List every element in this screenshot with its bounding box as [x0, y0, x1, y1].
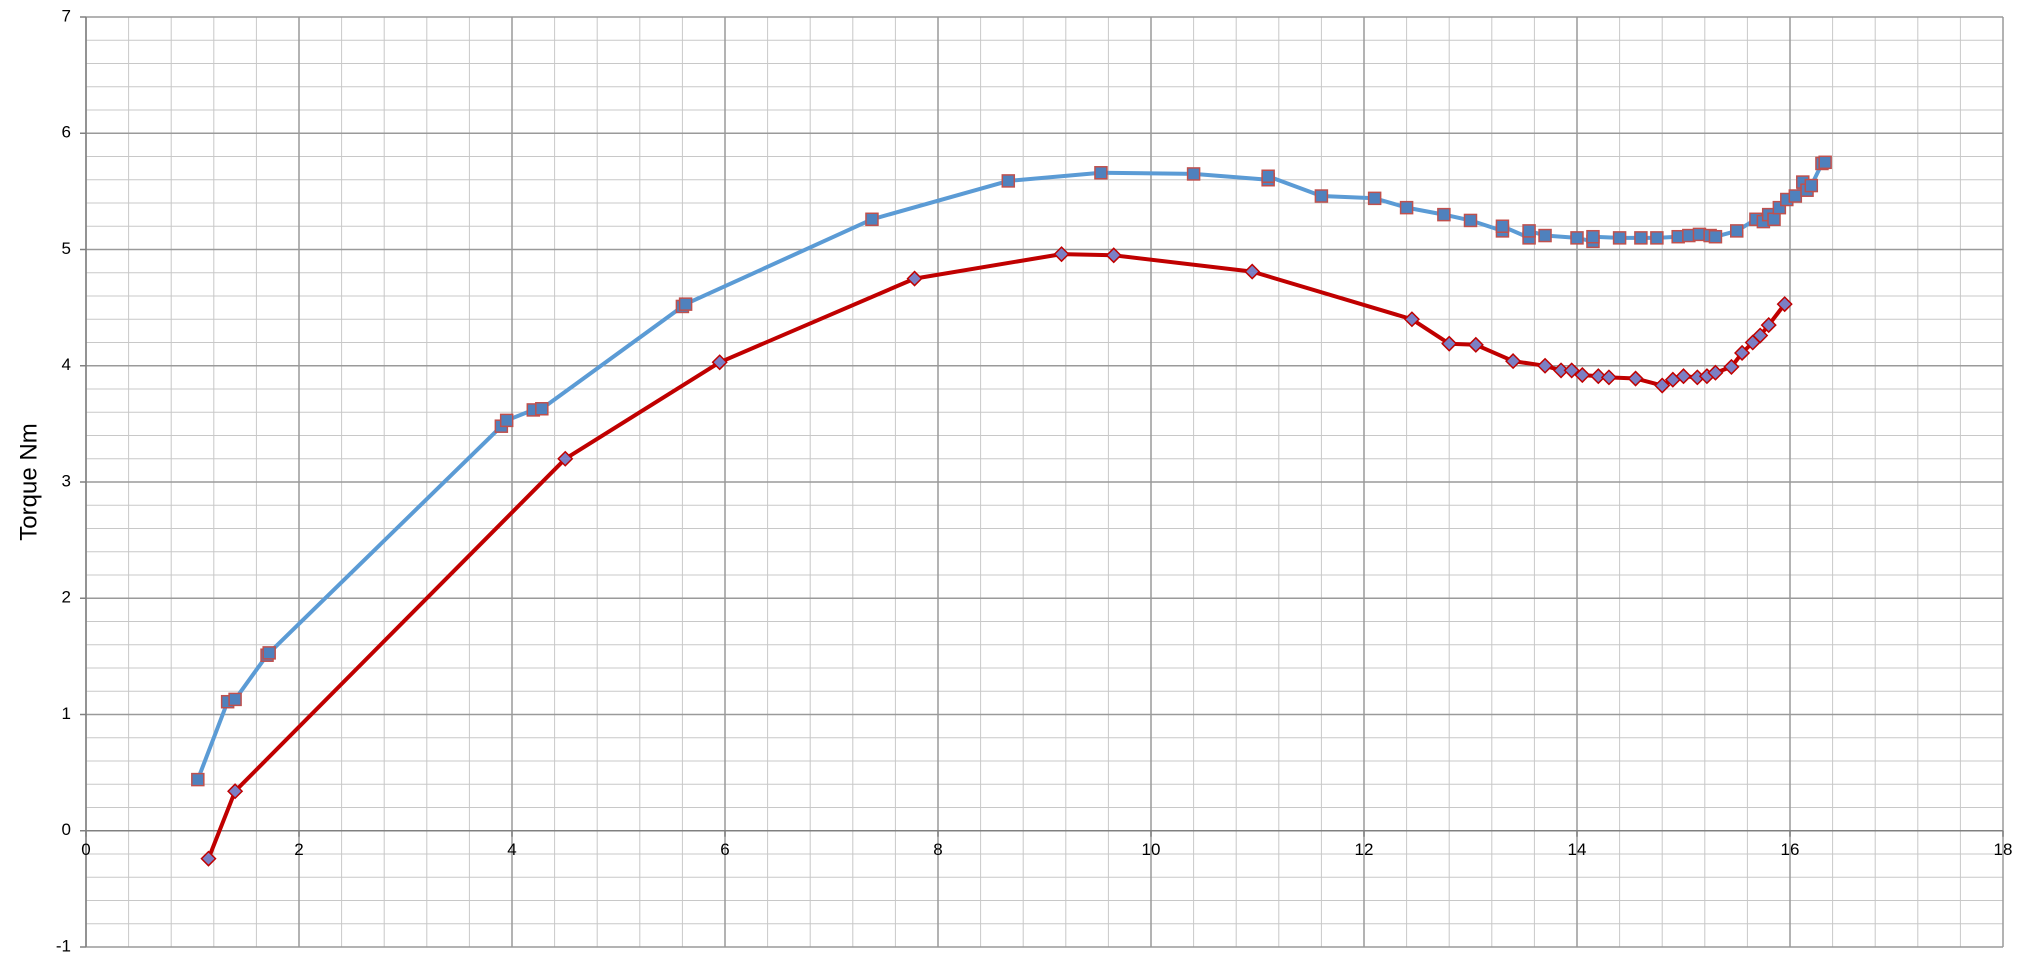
series-1-point [1522, 224, 1536, 238]
series-1-point [1001, 174, 1016, 188]
series-1-point [228, 692, 242, 707]
x-tick-label: 10 [1142, 840, 1161, 859]
major-grid [85, 16, 2004, 948]
x-tick-label: 16 [1781, 840, 1800, 859]
series-2-point [1590, 368, 1607, 385]
series-1 [191, 155, 1832, 787]
y-tick-label: 4 [62, 355, 71, 374]
x-tick-label: 18 [1994, 840, 2013, 859]
x-tick-label: 2 [294, 840, 303, 859]
y-tick-label: 3 [62, 471, 71, 490]
series-2-point [557, 450, 574, 467]
series-2-point [1441, 335, 1458, 352]
series-2-point [1654, 377, 1671, 394]
x-tick-label: 8 [933, 840, 942, 859]
series-2-point [906, 270, 923, 287]
series-2 [200, 246, 1793, 867]
y-tick-label: 5 [62, 239, 71, 258]
series-2-point [711, 354, 728, 371]
series-2-point [200, 850, 217, 867]
x-tick-label: 4 [507, 840, 516, 859]
y-tick-label: -1 [56, 936, 71, 955]
series-2-point [1053, 246, 1070, 263]
series-2-point [1505, 353, 1522, 370]
series-1-point [535, 402, 549, 416]
series-2-point [1723, 358, 1740, 375]
series-2-point [1244, 263, 1261, 280]
x-tick-label: 0 [81, 840, 90, 859]
series-1-point [1570, 231, 1584, 245]
axes [80, 16, 2004, 948]
series-1-point [1261, 169, 1275, 184]
series-2-point [1675, 368, 1692, 385]
series-1-point [1399, 200, 1414, 215]
series-1-point [1367, 191, 1382, 206]
series-1-point [1314, 189, 1329, 203]
series-1-point [1730, 224, 1744, 238]
series-1-point [1586, 229, 1600, 244]
series-2-point [1734, 344, 1751, 362]
series-1-point [262, 646, 276, 660]
series-1-point [1804, 178, 1819, 193]
series-2-point [1467, 336, 1484, 353]
series-2-point [1627, 370, 1644, 387]
series-1-point [499, 413, 514, 428]
y-tick-label: 1 [62, 704, 71, 723]
series-1-point [1437, 207, 1451, 222]
x-tick-label: 14 [1568, 840, 1587, 859]
x-tick-label: 12 [1355, 840, 1374, 859]
series-1-point [191, 772, 205, 787]
y-tick-label: 2 [62, 588, 71, 607]
x-tick-label: 6 [720, 840, 729, 859]
series-1-point [1612, 231, 1627, 245]
series-2-point [1574, 366, 1591, 384]
series-2-point [1707, 364, 1724, 381]
series-2-point [1776, 296, 1793, 313]
series-2-point [1105, 247, 1122, 264]
series-1-point [865, 212, 879, 227]
series-1-point [1650, 231, 1664, 245]
series-2-point [1552, 362, 1570, 379]
series-1-point [678, 297, 693, 311]
series-2-point [1536, 357, 1554, 374]
y-tick-label: 7 [62, 6, 71, 25]
series-1-point [1538, 228, 1552, 243]
y-tick-label: 0 [62, 820, 71, 839]
series-2-point [1600, 369, 1618, 386]
series-2-point [227, 783, 244, 800]
series-1-point [1463, 213, 1478, 228]
series-layer [191, 155, 1832, 867]
series-1-point [1767, 212, 1781, 227]
series-2-point [1760, 317, 1777, 334]
y-tick-label: 6 [62, 123, 71, 142]
series-1-point [1495, 219, 1510, 233]
series-1-point [1708, 229, 1723, 244]
series-2-point [1752, 327, 1769, 344]
series-1-point [1186, 167, 1201, 181]
series-1-point [1818, 155, 1832, 170]
series-1-point [1094, 166, 1108, 180]
series-2-point [1563, 362, 1580, 379]
series-2-point [1403, 311, 1420, 328]
series-1-point [1634, 231, 1648, 245]
y-axis-title: Torque Nm [15, 423, 42, 540]
series-1-point [1788, 189, 1803, 203]
